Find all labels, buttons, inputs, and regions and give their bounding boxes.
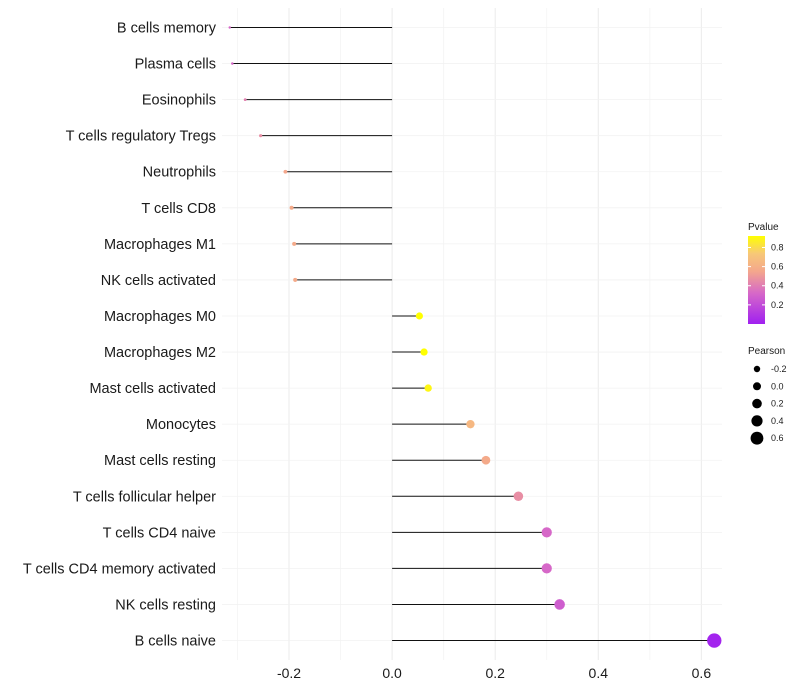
x-tick-label: 0.0 bbox=[382, 665, 402, 681]
grid-lines bbox=[222, 8, 722, 660]
lollipop-point bbox=[541, 527, 552, 538]
category-label: T cells follicular helper bbox=[73, 489, 216, 505]
category-label: T cells CD8 bbox=[141, 201, 216, 217]
lollipop-point bbox=[707, 633, 722, 648]
category-label: Plasma cells bbox=[135, 57, 216, 73]
pearson-legend-dot bbox=[752, 398, 762, 409]
pearson-legend-title: Pearson bbox=[748, 346, 785, 357]
category-label: Mast cells activated bbox=[89, 381, 216, 397]
lollipop-point bbox=[259, 134, 263, 138]
lollipop-point bbox=[424, 384, 432, 392]
lollipop-points bbox=[228, 26, 722, 648]
category-label: NK cells activated bbox=[101, 273, 216, 289]
lollipop-stems bbox=[229, 27, 715, 642]
x-tick-label: 0.2 bbox=[485, 665, 505, 681]
pearson-legend-dot bbox=[750, 431, 764, 445]
category-label: T cells CD4 memory activated bbox=[23, 561, 216, 577]
pearson-legend-label: 0.4 bbox=[771, 416, 784, 426]
pearson-legend-label: -0.2 bbox=[771, 364, 787, 374]
category-label: T cells regulatory Tregs bbox=[66, 129, 216, 145]
lollipop-point bbox=[228, 26, 231, 29]
x-tick-label: 0.4 bbox=[589, 665, 609, 681]
x-tick-label: 0.6 bbox=[692, 665, 712, 681]
pvalue-tick-label: 0.8 bbox=[771, 242, 784, 252]
lollipop-point bbox=[243, 98, 247, 102]
category-label: T cells CD4 naive bbox=[103, 525, 216, 541]
lollipop-point bbox=[541, 563, 552, 574]
pearson-legend: Pearson -0.2 0.0 0.2 0.4 0.6 bbox=[748, 346, 787, 445]
pvalue-colorbar bbox=[748, 236, 765, 324]
category-label: Eosinophils bbox=[142, 93, 216, 109]
pvalue-tick-label: 0.6 bbox=[771, 262, 784, 272]
lollipop-point bbox=[289, 205, 294, 210]
lollipop-point bbox=[481, 455, 491, 465]
pearson-legend-label: 0.2 bbox=[771, 399, 784, 409]
lollipop-point bbox=[293, 277, 298, 282]
lollipop-point bbox=[283, 169, 288, 174]
category-label: NK cells resting bbox=[115, 597, 216, 613]
lollipop-point bbox=[420, 348, 428, 356]
lollipop-point bbox=[513, 491, 524, 502]
pvalue-legend: Pvalue 0.2 0.4 0.6 0.8 bbox=[748, 222, 784, 324]
lollipop-point bbox=[231, 62, 234, 65]
pearson-legend-dot bbox=[751, 415, 763, 427]
lollipop-point bbox=[415, 312, 423, 320]
category-label: Macrophages M2 bbox=[104, 345, 216, 361]
pearson-legend-dot bbox=[753, 365, 761, 373]
lollipop-point bbox=[466, 419, 475, 429]
pearson-legend-label: 0.0 bbox=[771, 381, 784, 391]
category-label: B cells memory bbox=[117, 21, 217, 37]
pearson-legend-dot bbox=[753, 382, 761, 391]
pearson-legend-label: 0.6 bbox=[771, 433, 784, 443]
category-label: Monocytes bbox=[146, 417, 216, 433]
category-label: Macrophages M1 bbox=[104, 237, 216, 253]
x-axis-tick-labels: -0.2 0.0 0.2 0.4 0.6 bbox=[277, 665, 711, 681]
pvalue-legend-title: Pvalue bbox=[748, 222, 779, 233]
category-label: Neutrophils bbox=[143, 165, 216, 181]
x-tick-label: -0.2 bbox=[277, 665, 301, 681]
category-labels: B cells memory Plasma cells Eosinophils T c… bbox=[23, 21, 217, 650]
pvalue-tick-label: 0.2 bbox=[771, 300, 784, 310]
category-label: Mast cells resting bbox=[104, 453, 216, 469]
pvalue-tick-label: 0.4 bbox=[771, 281, 784, 291]
category-label: B cells naive bbox=[135, 634, 216, 650]
lollipop-point bbox=[292, 241, 297, 246]
category-label: Macrophages M0 bbox=[104, 309, 216, 325]
lollipop-point bbox=[554, 599, 565, 610]
